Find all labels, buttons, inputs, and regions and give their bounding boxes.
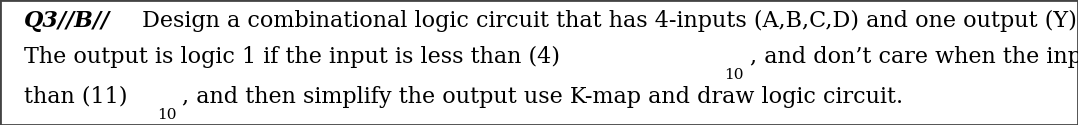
Text: , and then simplify the output use K-map and draw logic circuit.: , and then simplify the output use K-map… bbox=[182, 86, 903, 108]
Text: Q3//B//: Q3//B// bbox=[24, 10, 110, 32]
Text: Design a combinational logic circuit that has 4-inputs (A,B,C,D) and one output : Design a combinational logic circuit tha… bbox=[135, 10, 1078, 32]
Text: The output is logic 1 if the input is less than (4): The output is logic 1 if the input is le… bbox=[24, 45, 567, 68]
Text: than (11): than (11) bbox=[24, 86, 127, 108]
Text: 10: 10 bbox=[157, 108, 177, 122]
Text: 10: 10 bbox=[724, 68, 744, 82]
Text: , and don’t care when the input is greater: , and don’t care when the input is great… bbox=[749, 46, 1078, 68]
